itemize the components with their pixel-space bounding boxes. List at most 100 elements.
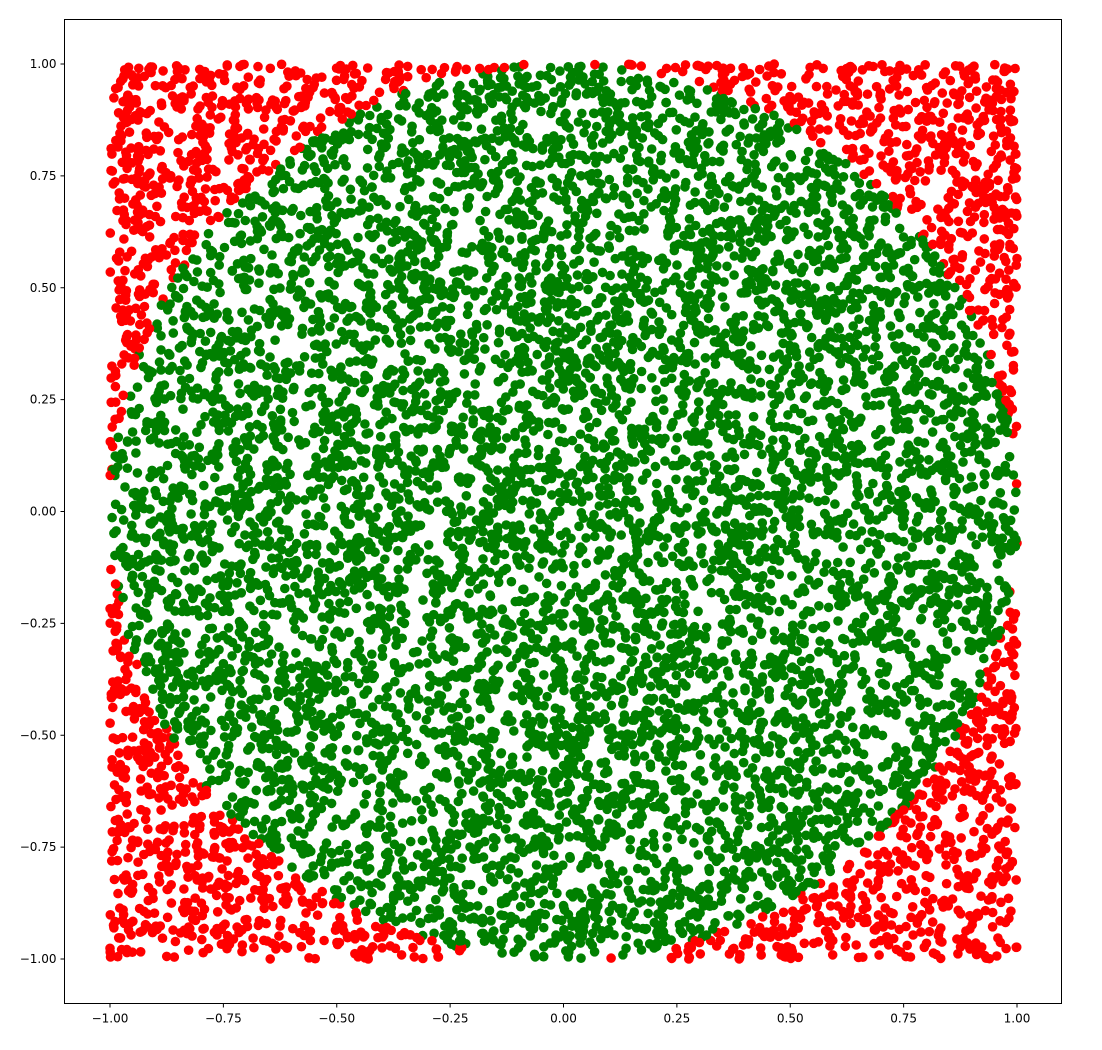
point-outside — [288, 923, 298, 934]
point-inside — [575, 429, 586, 440]
point-inside — [299, 352, 310, 362]
point-inside — [671, 474, 681, 485]
point-inside — [564, 80, 574, 90]
point-outside — [301, 908, 311, 918]
point-inside — [589, 108, 600, 119]
point-outside — [954, 263, 965, 274]
point-inside — [127, 427, 138, 437]
point-inside — [454, 346, 464, 357]
point-outside — [684, 954, 694, 964]
point-inside — [793, 773, 804, 784]
point-inside — [393, 545, 403, 556]
point-inside — [813, 496, 823, 507]
point-inside — [349, 708, 360, 719]
point-inside — [581, 119, 592, 130]
point-inside — [223, 623, 234, 633]
point-inside — [910, 638, 921, 648]
point-outside — [927, 917, 938, 927]
point-outside — [1011, 875, 1021, 885]
point-inside — [670, 760, 681, 771]
point-inside — [583, 759, 593, 770]
point-inside — [739, 118, 749, 128]
point-inside — [522, 752, 532, 762]
point-inside — [554, 810, 565, 820]
point-inside — [492, 526, 503, 537]
point-inside — [131, 635, 142, 645]
point-inside — [919, 332, 929, 342]
point-inside — [376, 244, 387, 254]
point-inside — [984, 359, 995, 370]
point-inside — [660, 456, 670, 466]
point-inside — [963, 368, 973, 378]
point-inside — [863, 705, 873, 715]
point-outside — [354, 100, 364, 111]
point-outside — [139, 693, 150, 703]
point-inside — [801, 279, 812, 290]
point-inside — [824, 687, 835, 698]
point-inside — [775, 748, 786, 759]
point-outside — [694, 76, 705, 87]
point-inside — [324, 598, 334, 609]
point-inside — [936, 515, 946, 525]
point-inside — [627, 457, 637, 467]
point-inside — [1005, 515, 1016, 526]
point-inside — [745, 791, 755, 801]
point-inside — [921, 355, 932, 366]
point-inside — [932, 618, 943, 629]
point-inside — [633, 608, 643, 619]
point-inside — [597, 138, 608, 148]
point-outside — [157, 933, 168, 943]
point-inside — [867, 365, 877, 375]
point-inside — [604, 174, 615, 185]
point-inside — [953, 354, 964, 365]
point-inside — [658, 792, 669, 802]
point-inside — [251, 785, 262, 796]
point-inside — [647, 373, 657, 383]
point-inside — [778, 788, 789, 798]
point-inside — [406, 816, 417, 826]
point-outside — [310, 953, 321, 964]
point-outside — [969, 826, 979, 837]
point-inside — [497, 948, 507, 958]
point-inside — [634, 215, 644, 226]
point-inside — [894, 486, 904, 497]
point-inside — [739, 104, 749, 115]
point-inside — [247, 722, 257, 732]
point-inside — [550, 653, 561, 663]
point-outside — [799, 938, 810, 949]
point-inside — [333, 267, 343, 278]
point-inside — [227, 265, 238, 276]
point-inside — [706, 107, 716, 117]
point-inside — [266, 649, 277, 659]
point-inside — [945, 422, 956, 433]
point-inside — [820, 495, 830, 506]
point-inside — [602, 691, 612, 702]
point-inside — [318, 493, 329, 503]
point-inside — [618, 145, 629, 155]
point-outside — [108, 179, 118, 189]
point-inside — [428, 807, 439, 817]
point-inside — [250, 627, 261, 638]
point-inside — [543, 429, 553, 440]
point-inside — [368, 750, 379, 761]
point-inside — [909, 254, 920, 265]
point-inside — [411, 795, 422, 806]
point-inside — [478, 285, 488, 296]
point-inside — [275, 404, 286, 415]
point-inside — [258, 609, 269, 620]
point-inside — [753, 616, 764, 627]
point-inside — [432, 497, 443, 508]
point-inside — [914, 454, 925, 464]
point-outside — [987, 922, 998, 932]
point-inside — [405, 836, 416, 847]
point-inside — [470, 390, 480, 400]
point-inside — [457, 853, 468, 863]
point-inside — [625, 835, 636, 845]
point-inside — [568, 139, 579, 149]
point-inside — [285, 159, 296, 169]
point-inside — [339, 685, 350, 696]
point-outside — [249, 942, 259, 953]
point-inside — [241, 712, 251, 722]
point-inside — [385, 264, 396, 275]
